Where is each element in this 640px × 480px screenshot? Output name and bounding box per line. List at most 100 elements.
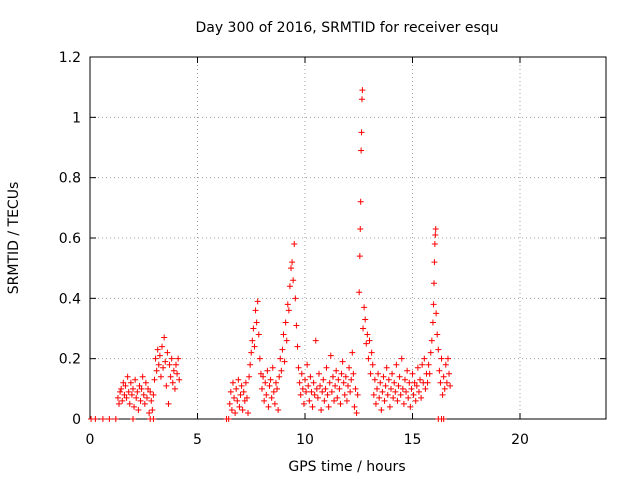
data-point [321,397,328,404]
data-point [394,397,401,404]
data-point [275,406,282,413]
data-point [294,343,301,350]
data-point [116,400,123,407]
data-point [339,358,346,365]
y-tick-label: 0.2 [59,352,81,368]
data-point [122,382,129,389]
data-point [282,319,289,326]
data-point [374,385,381,392]
data-point [323,364,330,371]
gridlines [90,57,606,419]
data-point [371,376,378,383]
data-point [149,406,156,413]
data-point [225,416,232,422]
data-point [288,265,295,272]
data-point [379,388,386,395]
data-point [322,385,329,392]
data-point [126,400,133,407]
data-point [422,385,429,392]
data-point [299,385,306,392]
data-point [427,349,434,356]
data-point [308,388,315,395]
data-point [376,394,383,401]
data-point [173,361,179,368]
data-point [238,382,245,389]
data-point [332,382,339,389]
data-point [232,409,239,416]
data-point [318,406,325,413]
data-point [248,349,255,356]
data-point [128,391,135,398]
data-point [92,416,99,422]
data-point [375,370,382,377]
data-point [426,370,433,377]
data-point [361,304,368,311]
data-point [106,416,113,422]
data-point [343,397,350,404]
data-point [127,379,134,386]
data-point [242,379,249,386]
data-point [362,316,369,323]
data-point [384,391,391,398]
data-point [290,277,297,284]
data-point [319,388,326,395]
data-point [429,319,436,326]
data-point [440,416,447,422]
data-point [425,361,432,368]
data-point [377,379,384,386]
data-point [161,334,168,341]
data-point [123,394,130,401]
data-point [358,129,365,136]
data-point [390,394,397,401]
data-point [235,376,242,383]
data-point [367,370,374,377]
y-tick-labels: 0 0.2 0.4 0.6 0.8 1 1.2 [59,50,81,428]
data-point [114,394,121,401]
data-point [325,403,332,410]
data-point [253,319,260,326]
data-point [281,358,288,365]
data-point [141,400,148,407]
data-point [280,331,287,338]
data-point [358,96,365,103]
data-point [134,388,141,395]
x-tick-label: 10 [296,432,314,448]
data-point [353,409,360,416]
data-point [378,406,385,413]
data-point [354,391,361,398]
data-point [260,373,267,380]
data-point [381,397,388,404]
data-point [310,379,317,386]
data-point [369,361,376,368]
data-point [327,352,334,359]
data-point [306,397,313,404]
data-point [298,370,305,377]
data-point [160,364,167,371]
data-point [262,379,269,386]
data-point [175,355,182,362]
data-point [432,225,439,232]
data-point [312,337,319,344]
data-point [411,379,418,386]
data-point [364,331,371,338]
data-point [247,361,254,368]
data-point [432,231,439,238]
data-point [261,397,268,404]
data-point [439,391,446,398]
data-point [229,379,236,386]
data-point [256,355,263,362]
data-point [145,385,152,392]
data-point [380,373,387,380]
data-point [169,379,176,386]
data-point [279,346,286,353]
data-point [152,355,159,362]
data-point [142,379,149,386]
data-point [271,400,278,407]
data-point [341,391,348,398]
data-point [336,385,343,392]
data-point [264,367,271,374]
data-point [266,382,273,389]
data-point [291,241,298,248]
data-point [118,385,125,392]
data-point [302,376,308,383]
